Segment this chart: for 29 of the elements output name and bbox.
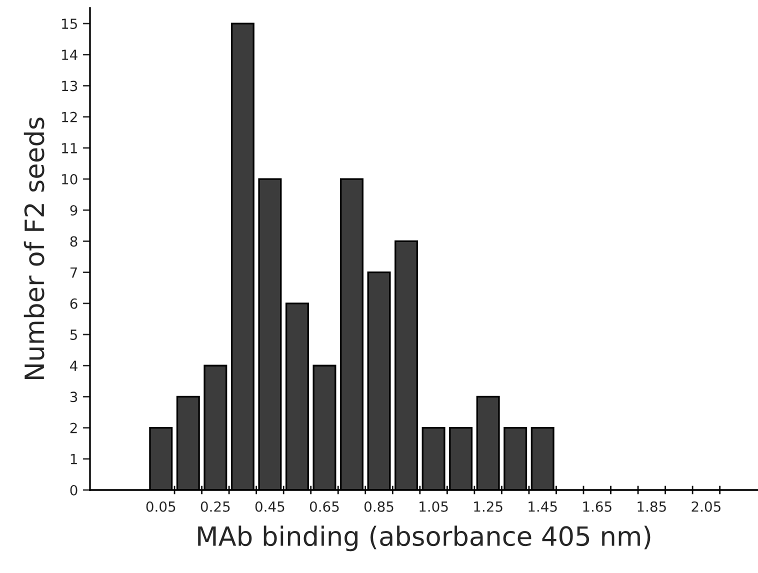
y-tick-label: 0: [70, 484, 78, 496]
x-tick-label: 1.25: [474, 501, 502, 512]
y-tick-label: 13: [62, 80, 78, 92]
y-tick-label: 12: [62, 112, 77, 122]
x-tick-label: 1.85: [638, 501, 666, 512]
y-axis-title: Number of F2 seeds: [24, 118, 44, 380]
y-tick-label: 14: [62, 50, 78, 60]
x-tick-label: 1.05: [420, 501, 448, 512]
y-tick-label: 5: [70, 330, 77, 340]
x-tick-label: 1.45: [528, 502, 557, 512]
x-axis-title: MAb binding (absorbance 405 nm): [198, 526, 650, 552]
x-tick-label: 0.05: [146, 501, 176, 512]
x-tick-label: 0.45: [255, 501, 284, 512]
y-tick-label: 8: [70, 236, 78, 247]
y-tick-label: 2: [70, 422, 77, 434]
y-tick-label: 7: [70, 267, 78, 278]
y-tick-label: 4: [70, 360, 78, 371]
y-tick-label: 9: [70, 205, 78, 216]
y-tick-label: 10: [62, 174, 78, 185]
y-tick-label: 15: [62, 18, 77, 30]
y-tick-label: 1: [70, 454, 77, 464]
y-tick-label: 6: [70, 298, 78, 309]
y-tick-label: 11: [62, 143, 77, 154]
x-tick-label: 0.25: [200, 501, 230, 512]
x-tick-label: 2.05: [692, 501, 720, 512]
x-tick-label: 0.65: [310, 501, 339, 512]
x-tick-label: 0.85: [364, 501, 394, 512]
y-tick-label: 3: [70, 392, 78, 402]
x-tick-label: 1.65: [583, 501, 612, 512]
